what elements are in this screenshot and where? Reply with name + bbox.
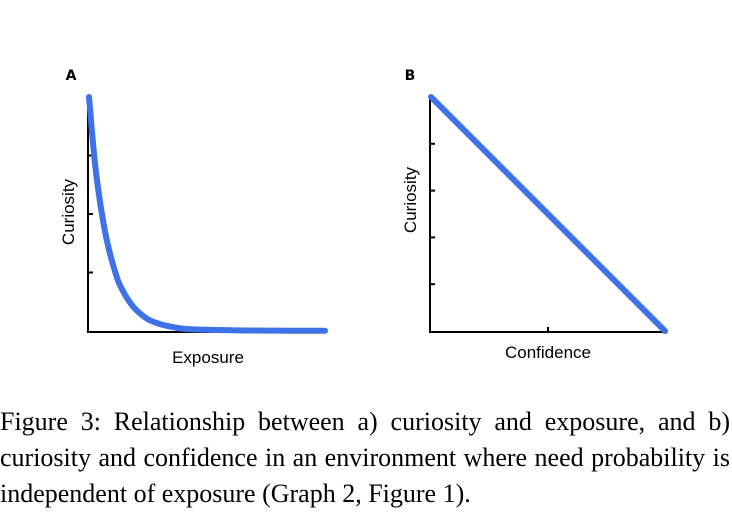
series-line-a	[86, 94, 328, 334]
panel-b: B Confidence Curiosity	[401, 68, 668, 362]
y-axis-label-a: Curiosity	[59, 178, 78, 245]
panel-letter-a: A	[66, 68, 77, 84]
panel-a: A Exposure Curiosity	[59, 68, 328, 367]
figure: A Exposure Curiosity B Confidence Curios…	[59, 68, 668, 367]
y-axis-label-b: Curiosity	[401, 166, 420, 233]
ticks-b	[430, 142, 549, 332]
x-axis-label-a: Exposure	[172, 348, 244, 367]
series-line-b	[428, 94, 668, 334]
panel-letter-b: B	[405, 68, 416, 84]
figure-caption: Figure 3: Relationship between a) curios…	[0, 407, 730, 508]
x-axis-label-b: Confidence	[505, 343, 591, 362]
